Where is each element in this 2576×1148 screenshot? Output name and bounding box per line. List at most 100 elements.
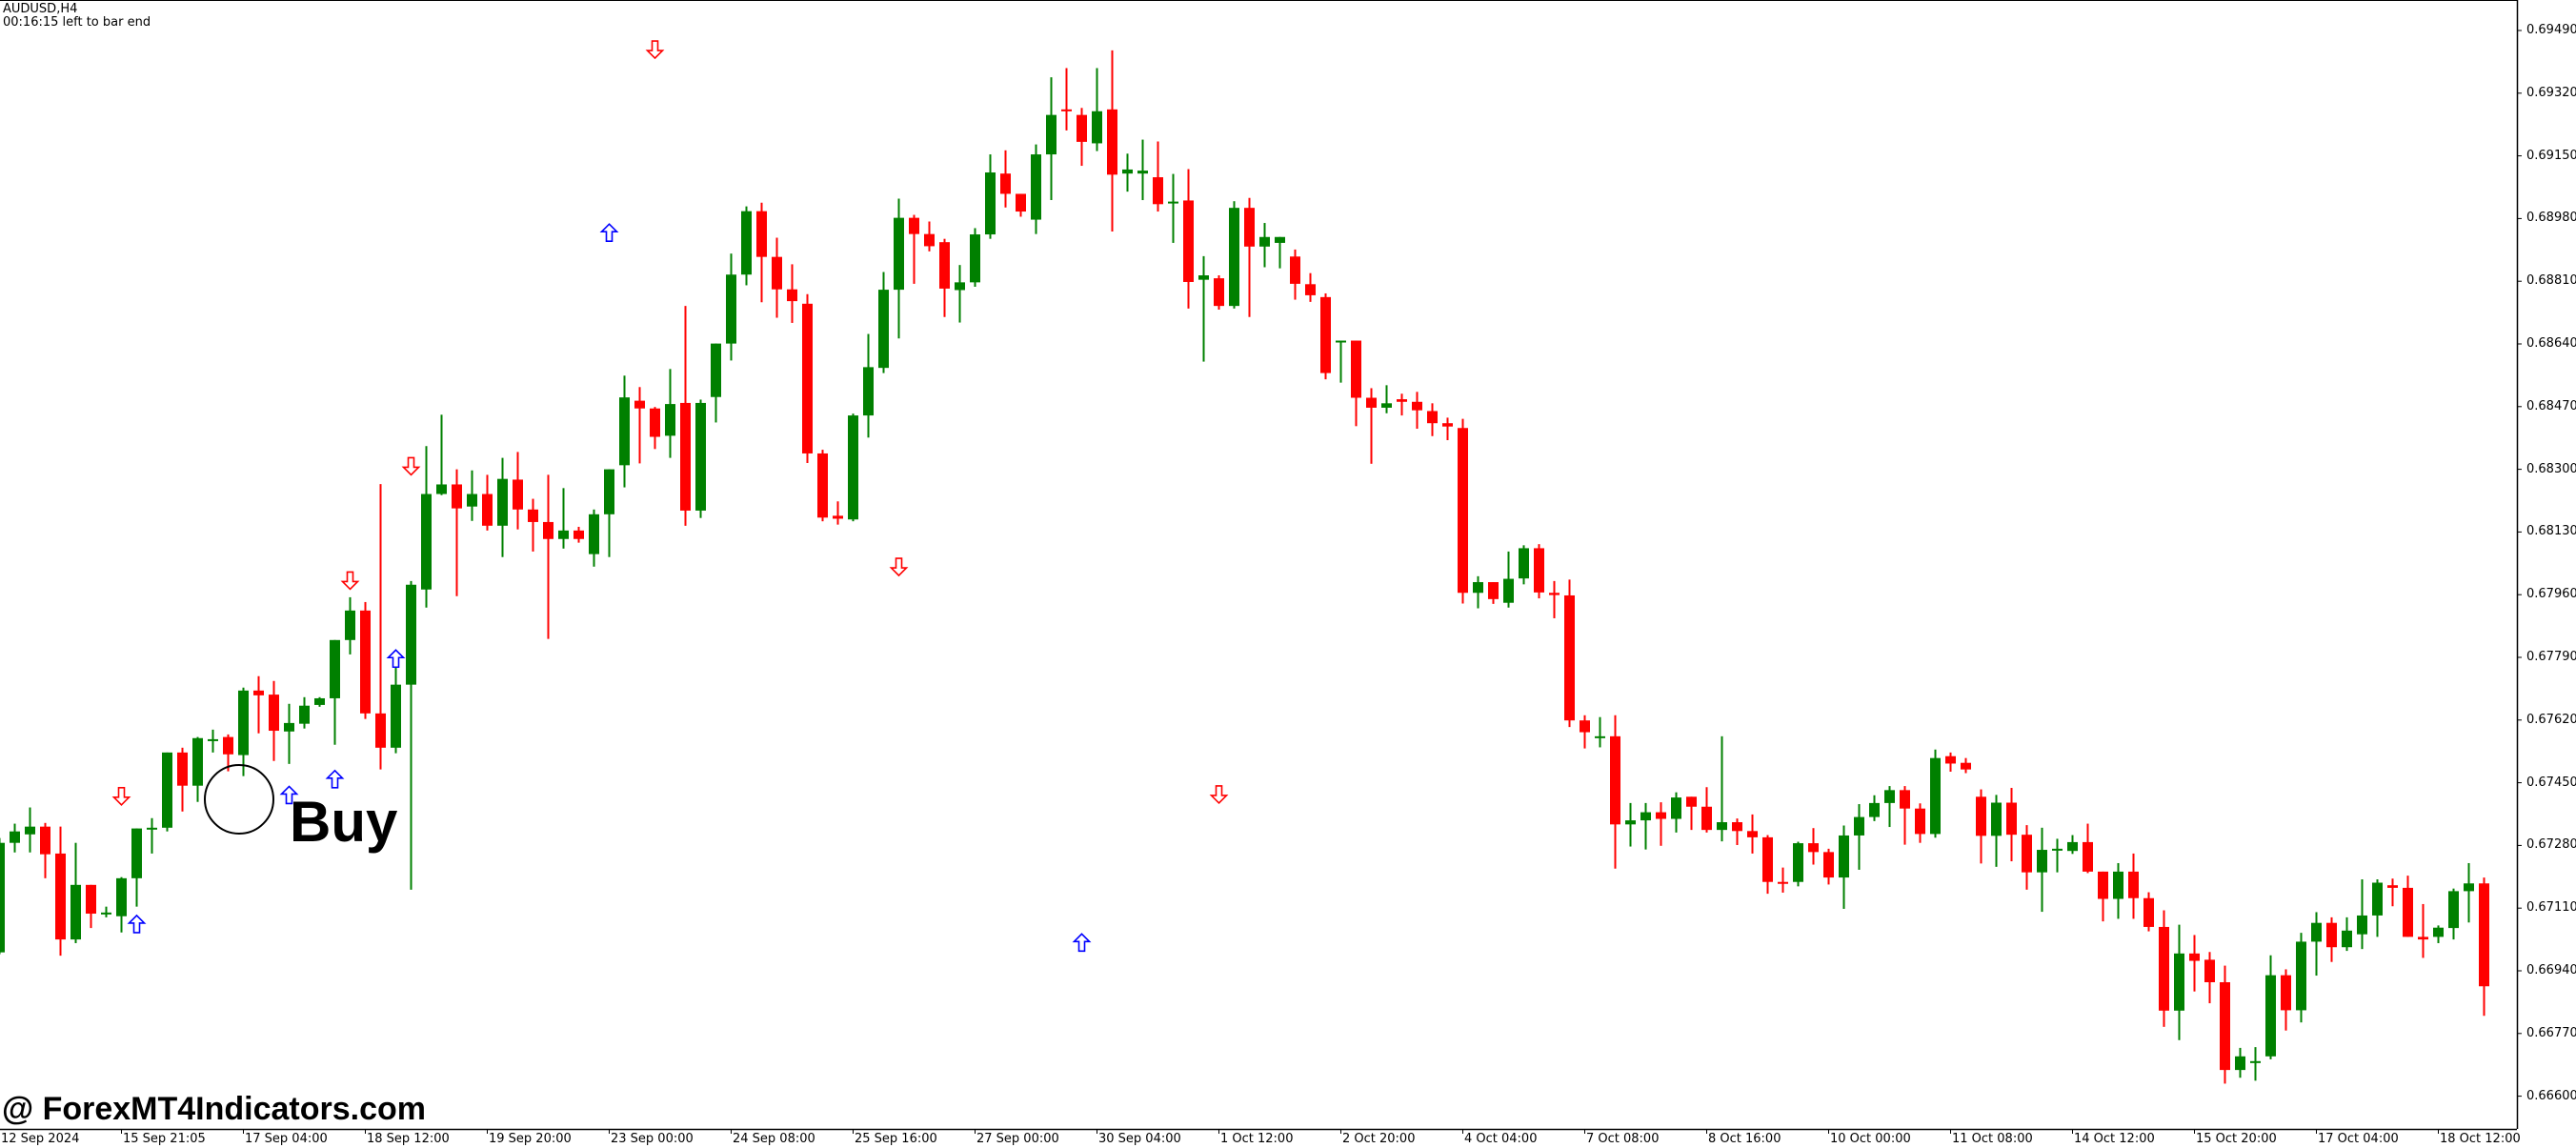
bear-candle bbox=[1686, 796, 1697, 807]
bear-candle bbox=[375, 713, 386, 748]
bull-candle bbox=[1717, 822, 1727, 831]
bull-candle bbox=[116, 877, 127, 916]
bear-candle bbox=[833, 515, 843, 519]
sell-arrow-icon bbox=[1209, 785, 1229, 805]
time-tick-label: 15 Oct 20:00 bbox=[2196, 1132, 2277, 1146]
bull-candle bbox=[314, 697, 325, 705]
bull-candle bbox=[147, 827, 157, 830]
bear-candle bbox=[1762, 836, 1773, 882]
time-tick-label: 12 Sep 2024 bbox=[1, 1132, 80, 1146]
bull-candle bbox=[0, 842, 5, 953]
bear-candle bbox=[2204, 959, 2215, 982]
price-tick-label: 0.67790 bbox=[2526, 650, 2576, 664]
bear-candle bbox=[269, 695, 279, 732]
bear-candle bbox=[1320, 296, 1331, 373]
bull-candle bbox=[970, 234, 980, 283]
bear-candle bbox=[1412, 401, 1422, 411]
bull-candle bbox=[2433, 927, 2444, 937]
bear-candle bbox=[1778, 881, 1788, 884]
bear-candle bbox=[1107, 109, 1117, 175]
bull-candle bbox=[497, 478, 508, 526]
bear-candle bbox=[772, 256, 782, 290]
bear-candle bbox=[2098, 871, 2108, 899]
time-tick-label: 27 Sep 00:00 bbox=[976, 1132, 1059, 1146]
bear-candle bbox=[55, 853, 66, 940]
bear-candle bbox=[2387, 885, 2398, 888]
bear-candle bbox=[1732, 822, 1742, 832]
bull-candle bbox=[894, 217, 904, 291]
bull-candle bbox=[208, 738, 218, 741]
bull-candle bbox=[162, 752, 172, 828]
bear-candle bbox=[1656, 812, 1666, 819]
bull-candle bbox=[619, 397, 630, 466]
bear-candle bbox=[1351, 340, 1361, 398]
bull-candle bbox=[1671, 797, 1681, 819]
sell-arrow-icon bbox=[645, 40, 665, 60]
bear-candle bbox=[360, 610, 371, 714]
bull-candle bbox=[1503, 578, 1514, 603]
bear-candle bbox=[1016, 193, 1026, 212]
bear-candle bbox=[1214, 278, 1224, 307]
bear-candle bbox=[1976, 796, 1986, 836]
bull-candle bbox=[1884, 790, 1895, 803]
bear-candle bbox=[1061, 109, 1072, 111]
bull-candle bbox=[131, 828, 142, 878]
bear-candle bbox=[452, 484, 462, 509]
bear-candle bbox=[756, 211, 767, 257]
bull-candle bbox=[2235, 1056, 2245, 1071]
bear-candle bbox=[1915, 808, 1925, 835]
price-tick-label: 0.67960 bbox=[2526, 587, 2576, 602]
bull-candle bbox=[391, 684, 401, 748]
bull-candle bbox=[345, 610, 355, 640]
bear-candle bbox=[1442, 423, 1453, 427]
bear-candle bbox=[482, 493, 493, 526]
time-tick-label: 11 Oct 08:00 bbox=[1952, 1132, 2033, 1146]
bear-candle bbox=[1458, 428, 1468, 594]
bear-candle bbox=[634, 400, 645, 409]
bear-candle bbox=[924, 233, 935, 247]
bull-candle bbox=[863, 367, 874, 416]
time-tick-label: 17 Oct 04:00 bbox=[2318, 1132, 2399, 1146]
bull-candle bbox=[665, 404, 675, 436]
bull-candle bbox=[695, 402, 706, 511]
bull-candle bbox=[1595, 735, 1605, 738]
bear-candle bbox=[650, 408, 660, 437]
bear-candle bbox=[2281, 975, 2291, 1011]
bear-candle bbox=[1823, 852, 1834, 878]
bear-candle bbox=[1701, 806, 1712, 831]
bear-candle bbox=[86, 884, 96, 915]
time-tick-label: 14 Oct 12:00 bbox=[2074, 1132, 2155, 1146]
bear-candle bbox=[787, 289, 797, 302]
bear-candle bbox=[802, 303, 813, 453]
time-tick-label: 10 Oct 00:00 bbox=[1830, 1132, 1911, 1146]
bear-candle bbox=[817, 453, 828, 518]
bull-candle bbox=[2448, 891, 2459, 929]
time-tick-label: 8 Oct 16:00 bbox=[1708, 1132, 1781, 1146]
buy-signal-circle bbox=[204, 764, 274, 835]
bull-candle bbox=[70, 884, 81, 940]
bull-candle bbox=[711, 343, 721, 397]
bear-candle bbox=[1808, 843, 1819, 853]
bull-candle bbox=[2052, 848, 2063, 851]
bull-candle bbox=[25, 826, 35, 835]
bear-candle bbox=[1610, 735, 1620, 825]
price-tick-label: 0.68130 bbox=[2526, 524, 2576, 539]
price-tick-label: 0.66600 bbox=[2526, 1088, 2576, 1103]
bear-candle bbox=[2220, 981, 2230, 1071]
sell-arrow-icon bbox=[889, 557, 909, 577]
time-tick-label: 4 Oct 04:00 bbox=[1464, 1132, 1538, 1146]
bear-candle bbox=[1397, 399, 1407, 402]
time-tick-label: 2 Oct 20:00 bbox=[1342, 1132, 1416, 1146]
bear-candle bbox=[2143, 897, 2154, 927]
bear-candle bbox=[1290, 256, 1300, 284]
time-tick-label: 18 Sep 12:00 bbox=[367, 1132, 450, 1146]
bull-candle bbox=[1519, 548, 1529, 579]
bull-candle bbox=[467, 493, 477, 507]
time-tick-label: 7 Oct 08:00 bbox=[1586, 1132, 1660, 1146]
bear-candle bbox=[1900, 790, 1910, 809]
time-tick-label: 30 Sep 04:00 bbox=[1098, 1132, 1181, 1146]
bull-candle bbox=[1336, 340, 1346, 343]
bull-candle bbox=[2464, 883, 2474, 892]
